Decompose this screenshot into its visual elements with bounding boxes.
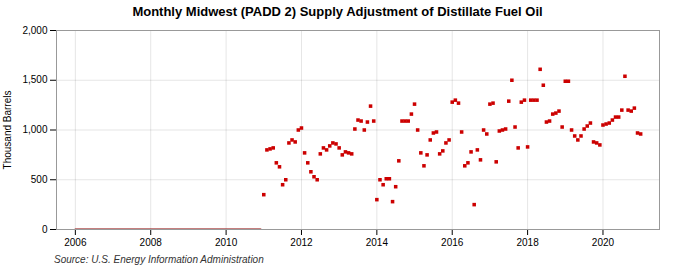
svg-text:2012: 2012 [290,237,313,248]
html-text:Source: U.S. Energy Informatio: Source: U.S. Energy Information Administ… [54,254,264,265]
svg-text:2010: 2010 [215,237,238,248]
svg-text:1,000: 1,000 [22,124,47,135]
svg-text:2,000: 2,000 [22,25,47,36]
svg-text:0: 0 [42,224,48,235]
svg-text:2008: 2008 [140,237,163,248]
svg-text:Thousand Barrels: Thousand Barrels [2,91,13,170]
svg-text:2006: 2006 [64,237,87,248]
svg-text:2020: 2020 [592,237,615,248]
html-text:Monthly Midwest (PADD 2) Suppl: Monthly Midwest (PADD 2) Supply Adjustme… [132,4,543,19]
svg-text:2018: 2018 [516,237,539,248]
svg-text:500: 500 [31,174,48,185]
svg-text:1,500: 1,500 [22,74,47,85]
svg-text:2016: 2016 [441,237,464,248]
svg-text:2014: 2014 [366,237,389,248]
